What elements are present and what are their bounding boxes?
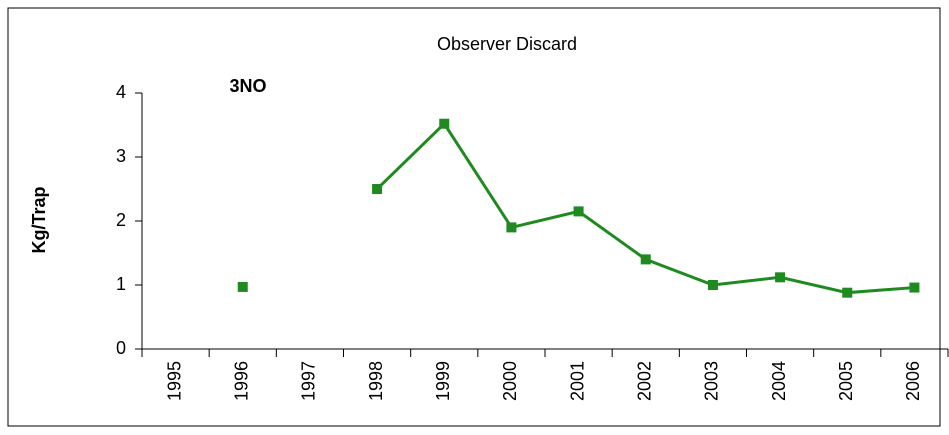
- x-tick-label: 1997: [299, 361, 319, 401]
- y-tick-label: 3: [116, 146, 126, 166]
- chart-title: Observer Discard: [437, 34, 577, 54]
- data-point: [707, 280, 718, 290]
- chart-frame: [7, 7, 941, 427]
- data-point: [640, 254, 651, 265]
- x-tick-label: 1998: [366, 361, 386, 401]
- data-point: [237, 281, 248, 292]
- x-tick-label: 1996: [232, 361, 252, 401]
- x-tick-label: 2006: [903, 361, 923, 401]
- x-tick-label: 1995: [164, 361, 184, 401]
- x-tick-label: 2001: [567, 361, 587, 401]
- x-tick-label: 2000: [500, 361, 520, 401]
- y-tick-label: 1: [116, 274, 126, 294]
- y-tick-label: 4: [116, 82, 126, 102]
- data-point: [506, 222, 517, 233]
- data-point: [775, 272, 786, 283]
- data-point: [573, 206, 584, 217]
- data-point: [439, 118, 450, 129]
- data-point: [372, 184, 383, 194]
- data-line: [376, 121, 915, 295]
- x-tick-label: 2004: [769, 361, 789, 401]
- data-point: [909, 282, 920, 293]
- x-tick-label: 1999: [433, 361, 453, 401]
- y-tick-label: 0: [116, 338, 126, 358]
- x-tick-label: 2005: [836, 361, 856, 401]
- data-point: [842, 287, 853, 298]
- x-tick-label: 2002: [635, 361, 655, 401]
- y-axis-label: Kg/Trap: [29, 186, 49, 253]
- annotation: 3NO: [229, 76, 266, 96]
- x-tick-label: 2003: [702, 361, 722, 401]
- y-tick-label: 2: [116, 210, 126, 230]
